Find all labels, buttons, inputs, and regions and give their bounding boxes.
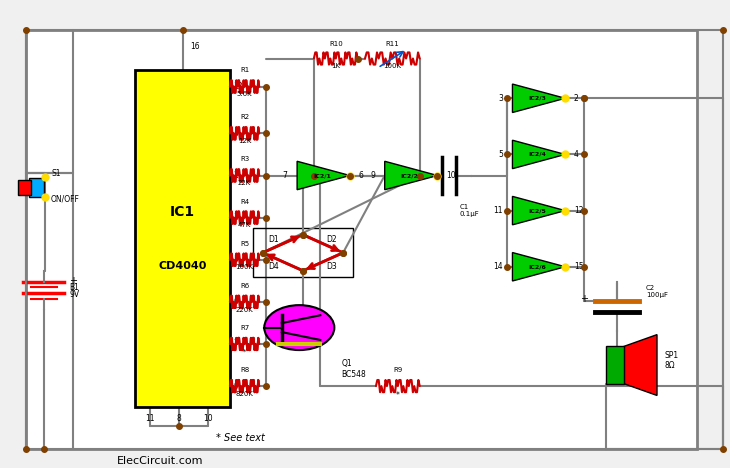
Text: R11: R11	[385, 41, 399, 47]
Text: R1: R1	[240, 67, 249, 73]
Polygon shape	[512, 253, 565, 281]
Text: D4: D4	[269, 262, 280, 271]
Text: ElecCircuit.com: ElecCircuit.com	[118, 456, 204, 466]
Text: 12K: 12K	[238, 138, 251, 144]
Text: IC2/2: IC2/2	[401, 173, 418, 178]
Text: IC2/5: IC2/5	[529, 208, 546, 213]
Text: 13: 13	[234, 82, 243, 91]
Text: +: +	[580, 293, 588, 304]
Polygon shape	[512, 84, 565, 112]
Text: B1: B1	[69, 283, 80, 292]
Text: 7: 7	[283, 171, 288, 180]
Text: R4: R4	[240, 198, 249, 205]
Text: 5: 5	[498, 150, 503, 159]
Text: 22K: 22K	[238, 180, 251, 186]
Text: 9: 9	[234, 381, 239, 391]
Text: 4: 4	[234, 129, 239, 138]
Text: D1: D1	[269, 235, 280, 244]
Polygon shape	[512, 140, 565, 168]
Text: ON/OFF: ON/OFF	[51, 194, 80, 204]
Bar	[18, 180, 31, 195]
Polygon shape	[385, 161, 437, 190]
Text: 12: 12	[574, 206, 583, 215]
Text: 3: 3	[234, 213, 239, 222]
Text: 10: 10	[446, 171, 456, 180]
Text: +: +	[69, 276, 77, 286]
Text: 220K: 220K	[236, 307, 253, 313]
Text: 14: 14	[493, 262, 503, 271]
Polygon shape	[297, 161, 350, 190]
Text: CD4040: CD4040	[158, 261, 207, 271]
Text: C1
0.1μF: C1 0.1μF	[460, 204, 480, 217]
Bar	[29, 178, 44, 197]
Text: IC2/1: IC2/1	[313, 173, 331, 178]
Text: D3: D3	[326, 262, 337, 271]
Bar	[26, 30, 697, 449]
Text: IC2/3: IC2/3	[529, 96, 546, 101]
Text: Q1
BC548: Q1 BC548	[342, 359, 366, 379]
Text: 9V: 9V	[69, 290, 80, 300]
Text: R5: R5	[240, 241, 249, 247]
Text: *: *	[396, 391, 400, 400]
Text: R6: R6	[240, 283, 249, 289]
Text: 47K: 47K	[238, 222, 251, 228]
Text: 10: 10	[203, 414, 213, 423]
Text: 16: 16	[190, 43, 199, 51]
Text: R3: R3	[240, 156, 249, 162]
Text: 11: 11	[493, 206, 503, 215]
Text: 5.6K: 5.6K	[237, 91, 253, 97]
Text: 15: 15	[574, 262, 583, 271]
Text: R8: R8	[240, 367, 249, 373]
Text: *: *	[243, 349, 246, 355]
Text: 6: 6	[358, 171, 364, 180]
Polygon shape	[512, 197, 565, 225]
Text: R2: R2	[240, 114, 249, 120]
Text: IC2/6: IC2/6	[529, 264, 546, 269]
Polygon shape	[624, 335, 657, 395]
Text: 4: 4	[574, 150, 579, 159]
Text: 100K: 100K	[236, 264, 253, 271]
Text: 11: 11	[145, 414, 155, 423]
Text: 3: 3	[498, 94, 503, 103]
Text: D2: D2	[326, 235, 337, 244]
Bar	[135, 70, 230, 407]
Text: 5: 5	[234, 255, 239, 264]
Text: SP1
8Ω: SP1 8Ω	[664, 351, 678, 370]
Text: * See text: * See text	[217, 432, 265, 443]
Text: R9: R9	[393, 367, 402, 373]
Text: R10: R10	[329, 41, 342, 47]
Text: S1: S1	[51, 168, 61, 178]
Text: 7: 7	[234, 339, 239, 349]
Bar	[606, 346, 624, 384]
Text: 2: 2	[234, 171, 239, 180]
Text: 1K: 1K	[331, 63, 340, 69]
Text: C2
100μF: C2 100μF	[646, 285, 668, 298]
Text: R7: R7	[240, 325, 249, 331]
Text: 6: 6	[234, 297, 239, 307]
Text: 820K: 820K	[236, 391, 253, 397]
Text: IC2/4: IC2/4	[529, 152, 546, 157]
Text: 9: 9	[370, 171, 375, 180]
Text: 100K: 100K	[383, 63, 402, 69]
Circle shape	[264, 305, 334, 350]
Text: 2: 2	[574, 94, 579, 103]
Text: 8: 8	[177, 414, 181, 423]
Text: IC1: IC1	[170, 205, 195, 219]
Bar	[253, 228, 353, 277]
